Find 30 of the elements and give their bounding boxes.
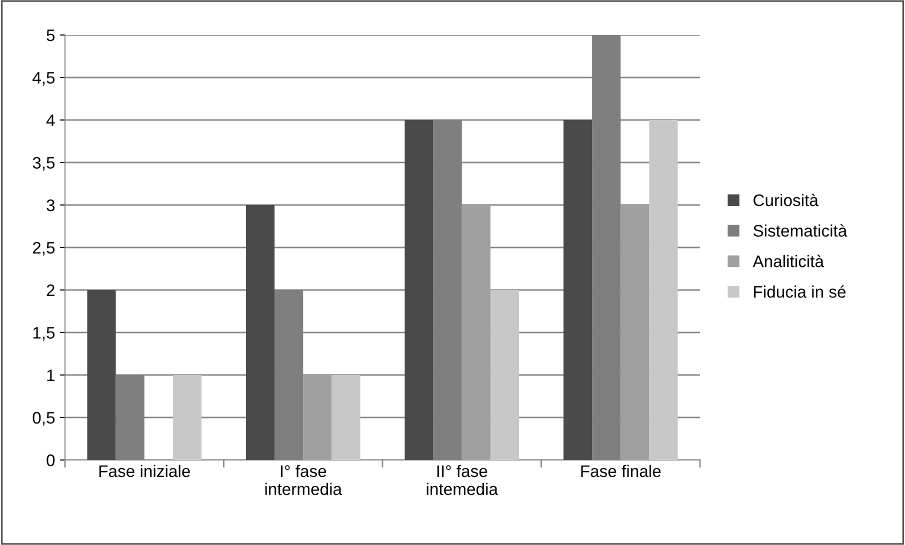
y-tick-label: 4,5 — [32, 72, 55, 86]
y-tick-label: 3 — [46, 199, 55, 212]
bar — [563, 120, 592, 460]
y-tick-label: 0 — [46, 454, 55, 466]
bar — [649, 120, 678, 460]
y-tick-label: 5 — [46, 30, 55, 42]
y-tick-label: 2,5 — [32, 242, 55, 256]
bar — [490, 290, 520, 460]
x-tick-label: Fase finale — [581, 464, 661, 478]
y-tick-label: 4 — [46, 114, 55, 126]
bar — [332, 375, 360, 460]
bar — [462, 205, 490, 460]
y-tick-label: 1 — [47, 370, 54, 382]
bar — [246, 205, 275, 460]
x-tick-label: Fase iniziale — [99, 464, 190, 478]
y-tick-label: 3,5 — [32, 156, 55, 171]
legend-label: Fiducia in sé — [754, 285, 846, 298]
legend-label: Analiticità — [752, 254, 824, 268]
y-tick-label: 1,5 — [33, 327, 55, 341]
bar — [404, 120, 434, 460]
x-tick-label: II° fase intemedia — [426, 464, 498, 496]
bar — [87, 290, 116, 460]
bar — [303, 375, 332, 460]
bar — [172, 375, 202, 460]
x-tick-label: I° fase intermedia — [265, 464, 342, 496]
legend-label: Curiosità — [754, 194, 818, 206]
legend-label: Sistematicità — [753, 224, 848, 237]
y-tick-label: 2 — [46, 284, 54, 296]
y-tick-label: 0,5 — [32, 412, 55, 426]
bar — [620, 205, 650, 460]
